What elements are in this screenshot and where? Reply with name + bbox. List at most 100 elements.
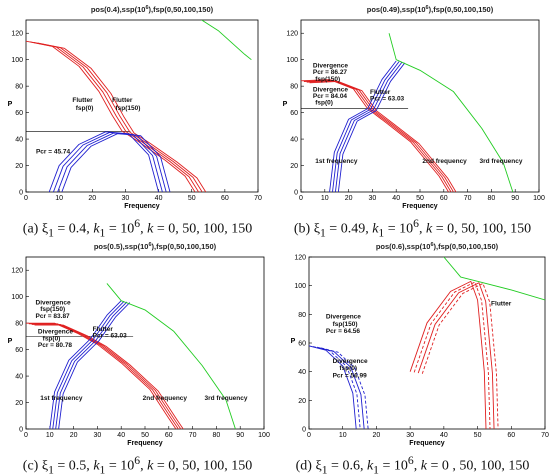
x-tick-label: 50	[474, 432, 482, 439]
caption-text: = 0.4,	[53, 221, 94, 237]
annotation-label: fsp(150)	[115, 105, 140, 112]
series-line-k0	[201, 20, 252, 61]
caption-sub: 1	[48, 226, 54, 240]
annotation-label: Pcr = 64.56	[326, 328, 361, 335]
y-tick-label: 20	[290, 163, 298, 170]
annotation-label: Pcr = 63.03	[93, 333, 128, 340]
series-line-k100	[33, 41, 203, 192]
caption-text: = 10	[379, 458, 408, 474]
annotation-label: Pcr = 83.87	[36, 313, 71, 320]
x-tick-label: 70	[464, 195, 472, 202]
y-tick-label: 40	[15, 374, 23, 381]
x-tick-label: 60	[221, 195, 229, 202]
caption-text: = 10	[384, 221, 414, 237]
y-tick-label: 120	[286, 31, 298, 38]
x-tick-label: 0	[24, 195, 28, 202]
series-line-k100	[31, 323, 182, 429]
caption-text: = 0.5,	[53, 458, 94, 474]
chart-a: pos(0.4),ssp(106),fsp(0,50,100,150) 0 10 20…	[8, 5, 262, 210]
y-axis-label: P	[291, 338, 296, 345]
caption-text: = 10	[105, 458, 135, 474]
y-tick-label: 100	[286, 57, 298, 64]
caption-a: (a) ξ1 = 0.4, k1 = 106, k = 0, 50, 100, …	[0, 217, 275, 239]
x-tick-label: 10	[46, 432, 54, 439]
caption-d: (d) ξ1 = 0.6, k1 = 106, k = 0 , 50, 100,…	[275, 454, 550, 476]
y-tick-label: 60	[290, 110, 298, 117]
caption-k: k	[147, 458, 154, 474]
caption-k: k	[147, 221, 154, 237]
x-tick-label: 90	[511, 195, 519, 202]
caption-text: = 0, 50, 100, 150	[432, 221, 532, 237]
series-line-k150	[61, 133, 171, 192]
caption-sub: 1	[99, 226, 106, 240]
series-line-k150	[421, 282, 499, 429]
annotation-label: 3rd frequency	[480, 158, 523, 165]
series-line-k100	[55, 301, 128, 429]
annotation-label: Pcr = 63.03	[370, 96, 405, 103]
caption-text: = 0 , 50, 100, 150	[426, 458, 530, 474]
y-tick-label: 100	[11, 294, 23, 301]
x-tick-label: 100	[533, 195, 545, 202]
y-tick-label: 0	[302, 427, 306, 434]
annotation-label: fsp(150)	[333, 321, 358, 328]
annotation-label: Flutter	[72, 97, 93, 104]
chart-title: pos(0.6),ssp(106),fsp(0,50,100,150)	[376, 242, 499, 251]
plot-area	[26, 20, 252, 192]
series-line-k100	[57, 132, 167, 192]
chart-panel-b: pos(0.49),ssp(106),fsp(0,50,100,150) 0 10 2…	[275, 0, 550, 239]
caption-sup: 6	[413, 217, 419, 230]
annotation-label: Pcr = 86.27	[313, 69, 348, 76]
plot-frame	[300, 19, 540, 193]
x-tick-label: 40	[392, 195, 400, 202]
series-line-k0	[388, 33, 514, 192]
series-line-k50	[52, 131, 163, 192]
x-tick-label: 50	[141, 432, 149, 439]
annotation-label: Divergence	[36, 300, 71, 307]
caption-xi: ξ	[41, 221, 49, 237]
y-tick-label: 100	[294, 283, 306, 290]
caption-text: ,	[140, 221, 148, 237]
series-line-k0	[443, 257, 545, 301]
chart-b: pos(0.49),ssp(106),fsp(0,50,100,150) 0 10 2…	[283, 5, 545, 210]
caption-label: (b)	[293, 221, 311, 237]
caption-sup: 6	[134, 217, 141, 230]
caption-xi: ξ	[315, 458, 322, 474]
series-line-k100	[417, 282, 495, 429]
series-line-k0	[48, 131, 160, 192]
annotation-label: fsp(150)	[315, 76, 340, 83]
y-tick-label: 20	[298, 398, 306, 405]
x-tick-label: 40	[440, 432, 448, 439]
annotation-label: Divergence	[313, 63, 348, 70]
caption-sub: 1	[321, 463, 328, 476]
y-tick-label: 120	[294, 255, 306, 262]
y-tick-label: 60	[15, 110, 23, 117]
series-line-k50	[29, 41, 200, 192]
x-tick-label: 0	[299, 195, 303, 202]
x-tick-label: 30	[122, 195, 130, 202]
caption-label: (a)	[22, 221, 39, 237]
caption-text: = 0, 50, 100, 150	[153, 458, 253, 474]
chart-c: pos(0.5),ssp(106),fsp(0,50,100,150) 0 10 20…	[8, 242, 270, 447]
x-tick-label: 40	[117, 432, 125, 439]
chart-panel-c: pos(0.5),ssp(106),fsp(0,50,100,150) 0 10 20…	[0, 237, 275, 476]
caption-sup: 6	[407, 454, 414, 467]
series-line-k0	[409, 280, 487, 429]
x-tick-label: 0	[307, 432, 311, 439]
series-line-k150	[337, 62, 406, 192]
caption-text: ,	[418, 221, 426, 237]
x-tick-label: 40	[155, 195, 163, 202]
caption-text: ,	[413, 458, 421, 474]
y-axis-label: P	[8, 338, 13, 345]
y-tick-label: 60	[15, 347, 23, 354]
caption-sup: 6	[134, 454, 141, 467]
annotation-label: Divergence	[38, 329, 73, 336]
series-line-k50	[413, 281, 491, 429]
caption-k: k	[425, 221, 433, 237]
caption-k1: k	[372, 221, 379, 237]
caption-label: (d)	[295, 458, 312, 474]
x-tick-label: 20	[70, 432, 78, 439]
x-tick-label: 10	[321, 195, 329, 202]
caption-k: k	[420, 458, 427, 474]
annotation-label: fsp(150)	[40, 306, 65, 313]
x-axis-label: Frequency	[409, 440, 445, 447]
